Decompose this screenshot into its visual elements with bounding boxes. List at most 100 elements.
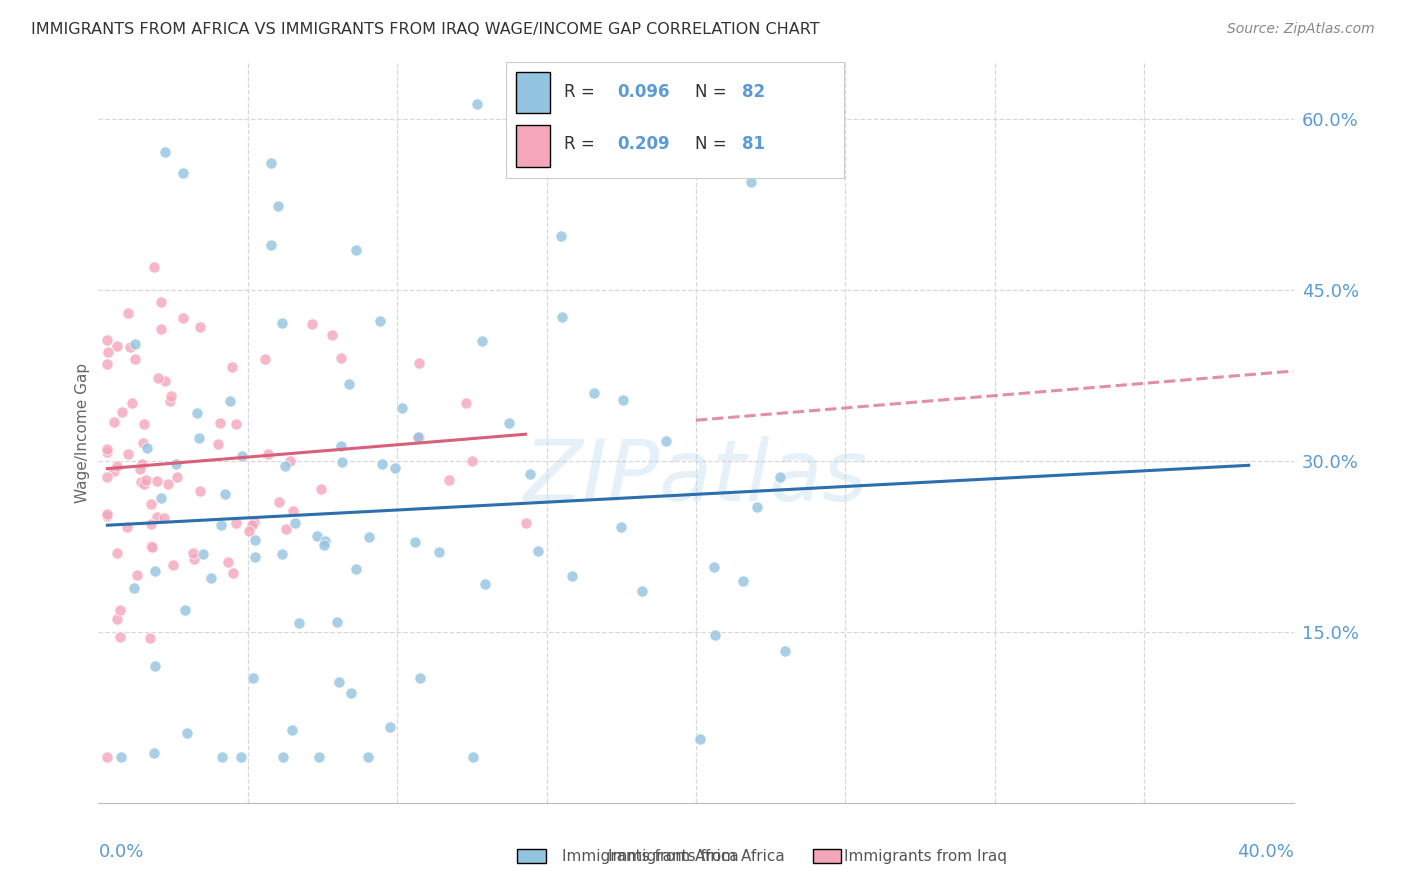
Immigrants from Africa: [314, 534, 336, 549]
Immigrants from Africa: [267, 199, 290, 213]
Immigrants from Africa: [173, 603, 195, 617]
Immigrants from Iraq: [131, 457, 153, 471]
Immigrants from Iraq: [105, 546, 128, 560]
Immigrants from Iraq: [207, 436, 229, 450]
Immigrants from Africa: [689, 732, 711, 747]
Immigrants from Africa: [176, 726, 198, 740]
Immigrants from Africa: [498, 416, 520, 430]
Immigrants from Iraq: [146, 474, 169, 488]
Immigrants from Africa: [344, 562, 367, 576]
Immigrants from Africa: [527, 544, 550, 558]
Immigrants from Iraq: [108, 630, 131, 644]
Immigrants from Iraq: [134, 473, 156, 487]
Immigrants from Africa: [287, 616, 309, 631]
Immigrants from Africa: [281, 723, 304, 737]
Immigrants from Africa: [344, 244, 367, 258]
Immigrants from Iraq: [225, 516, 247, 530]
Immigrants from Iraq: [146, 371, 169, 385]
Immigrants from Africa: [186, 406, 208, 420]
Immigrants from Africa: [773, 643, 796, 657]
Immigrants from Iraq: [159, 393, 181, 408]
Immigrants from Africa: [231, 750, 253, 764]
Immigrants from Iraq: [437, 473, 460, 487]
Immigrants from Iraq: [105, 612, 128, 626]
Immigrants from Iraq: [254, 351, 277, 366]
Immigrants from Africa: [200, 571, 222, 585]
Immigrants from Iraq: [309, 482, 332, 496]
Immigrants from Iraq: [121, 396, 143, 410]
Immigrants from Africa: [582, 386, 605, 401]
Immigrants from Africa: [747, 500, 769, 514]
Immigrants from Africa: [631, 583, 654, 598]
Immigrants from Africa: [404, 534, 426, 549]
Immigrants from Africa: [143, 564, 166, 578]
Text: R =: R =: [564, 136, 599, 153]
Immigrants from Iraq: [146, 510, 169, 524]
Text: Source: ZipAtlas.com: Source: ZipAtlas.com: [1227, 22, 1375, 37]
Text: 0.096: 0.096: [617, 83, 671, 101]
Immigrants from Africa: [337, 377, 360, 392]
Immigrants from Iraq: [188, 320, 211, 334]
Immigrants from Iraq: [117, 306, 139, 320]
Immigrants from Iraq: [155, 375, 177, 389]
Immigrants from Africa: [340, 686, 363, 700]
Immigrants from Africa: [471, 334, 494, 349]
Immigrants from Iraq: [129, 475, 152, 489]
Immigrants from Iraq: [111, 405, 134, 419]
Immigrants from Iraq: [139, 631, 162, 645]
Immigrants from Africa: [769, 470, 792, 484]
Immigrants from Iraq: [515, 516, 537, 531]
Immigrants from Iraq: [157, 477, 180, 491]
Immigrants from Iraq: [96, 469, 118, 483]
Immigrants from Africa: [740, 175, 762, 189]
Immigrants from Iraq: [456, 396, 478, 410]
Immigrants from Africa: [243, 549, 266, 564]
Immigrants from Africa: [284, 516, 307, 530]
Immigrants from Africa: [165, 457, 187, 471]
Immigrants from Africa: [270, 547, 292, 561]
Immigrants from Iraq: [150, 321, 173, 335]
Immigrants from Iraq: [118, 340, 141, 354]
Immigrants from Iraq: [103, 415, 125, 429]
Immigrants from Africa: [312, 538, 335, 552]
Immigrants from Iraq: [149, 294, 172, 309]
Immigrants from Iraq: [301, 318, 323, 332]
Immigrants from Iraq: [96, 442, 118, 457]
Immigrants from Iraq: [141, 540, 163, 554]
Immigrants from Africa: [561, 568, 583, 582]
FancyBboxPatch shape: [516, 71, 550, 113]
Immigrants from Iraq: [160, 389, 183, 403]
Immigrants from Africa: [143, 746, 166, 760]
Immigrants from Iraq: [408, 430, 430, 444]
Immigrants from Africa: [260, 156, 283, 170]
Text: 40.0%: 40.0%: [1237, 843, 1294, 861]
Immigrants from Africa: [461, 750, 484, 764]
Text: ZIPatlas: ZIPatlas: [524, 435, 868, 518]
Immigrants from Africa: [307, 529, 329, 543]
Immigrants from Africa: [191, 547, 214, 561]
Text: N =: N =: [695, 83, 733, 101]
Immigrants from Iraq: [141, 516, 163, 531]
Immigrants from Africa: [357, 530, 380, 544]
Immigrants from Iraq: [162, 558, 184, 572]
Immigrants from Africa: [271, 750, 294, 764]
Immigrants from Africa: [612, 393, 634, 408]
Immigrants from Iraq: [221, 360, 243, 375]
Immigrants from Africa: [328, 674, 350, 689]
Immigrants from Iraq: [117, 520, 139, 534]
Immigrants from Iraq: [139, 497, 162, 511]
Y-axis label: Wage/Income Gap: Wage/Income Gap: [75, 362, 90, 503]
Immigrants from Africa: [330, 439, 353, 453]
Immigrants from Africa: [155, 145, 177, 160]
Immigrants from Africa: [467, 97, 489, 112]
Immigrants from Iraq: [281, 504, 304, 518]
Immigrants from Iraq: [190, 483, 212, 498]
Immigrants from Iraq: [172, 310, 194, 325]
Immigrants from Africa: [274, 458, 297, 473]
Immigrants from Iraq: [408, 356, 430, 370]
Immigrants from Africa: [384, 461, 406, 475]
Immigrants from Iraq: [103, 464, 125, 478]
Immigrants from Iraq: [105, 339, 128, 353]
Text: 81: 81: [742, 136, 765, 153]
Immigrants from Africa: [551, 310, 574, 324]
